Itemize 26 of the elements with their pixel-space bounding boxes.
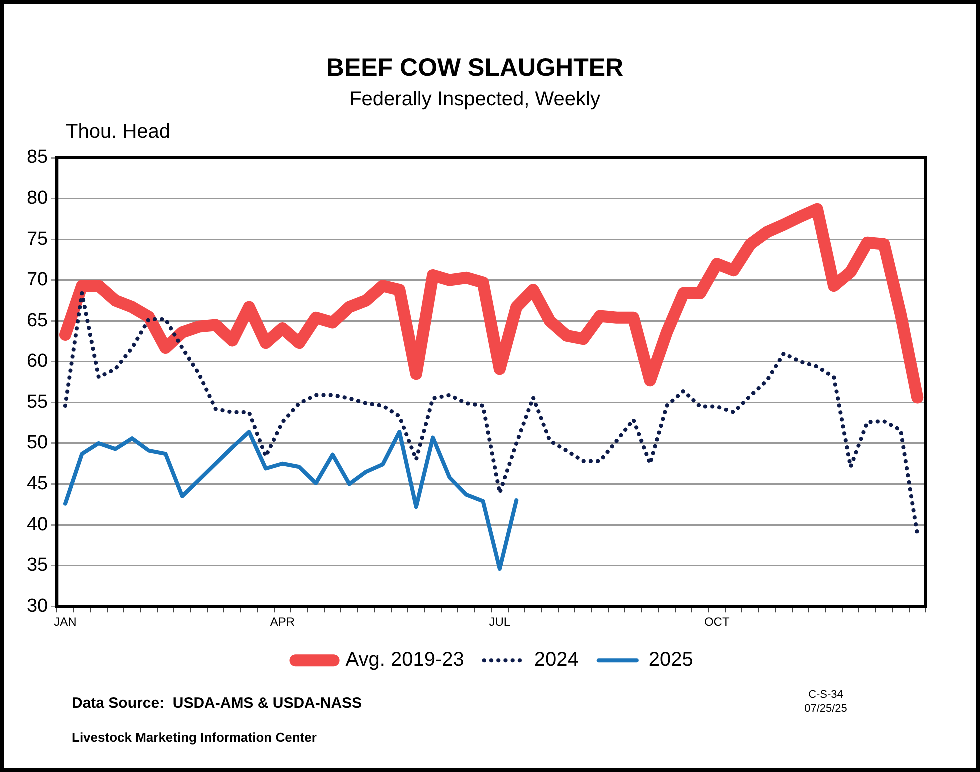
text: Livestock Marketing Information Center bbox=[72, 730, 317, 745]
y-tick-label: 80 bbox=[26, 188, 48, 210]
x-tick-label: JUL bbox=[489, 615, 511, 630]
x-tick-label: APR bbox=[270, 615, 296, 630]
x-tick-label: OCT bbox=[704, 615, 730, 630]
y-tick-label: 65 bbox=[26, 310, 48, 332]
y-tick-label: 70 bbox=[26, 270, 48, 291]
y-tick-label: 85 bbox=[26, 147, 48, 168]
source-note: Data Source: USDA-AMS & USDA-NASS bbox=[72, 695, 362, 712]
y-tick-label: 45 bbox=[26, 473, 48, 494]
x-tick-label: JAN bbox=[54, 615, 77, 630]
legend-label: 2025 bbox=[648, 649, 694, 672]
chart-subtitle: Federally Inspected, Weekly bbox=[350, 88, 600, 111]
chart-title: BEEF COW SLAUGHTER bbox=[326, 54, 624, 82]
text: C-S-34 bbox=[808, 689, 844, 701]
y-tick-label: 30 bbox=[26, 596, 48, 617]
y-axis-title: Thou. Head bbox=[66, 121, 171, 143]
y-tick-label: 75 bbox=[26, 228, 48, 250]
legend-label: 2024 bbox=[534, 649, 579, 672]
text: 07/25/25 bbox=[804, 703, 848, 715]
legend-label: Avg. 2019-23 bbox=[346, 649, 464, 672]
y-tick-label: 35 bbox=[26, 555, 48, 576]
y-tick-label: 55 bbox=[26, 392, 48, 413]
y-tick-label: 60 bbox=[26, 351, 48, 372]
y-tick-label: 50 bbox=[26, 432, 48, 454]
y-tick-label: 40 bbox=[26, 514, 48, 536]
